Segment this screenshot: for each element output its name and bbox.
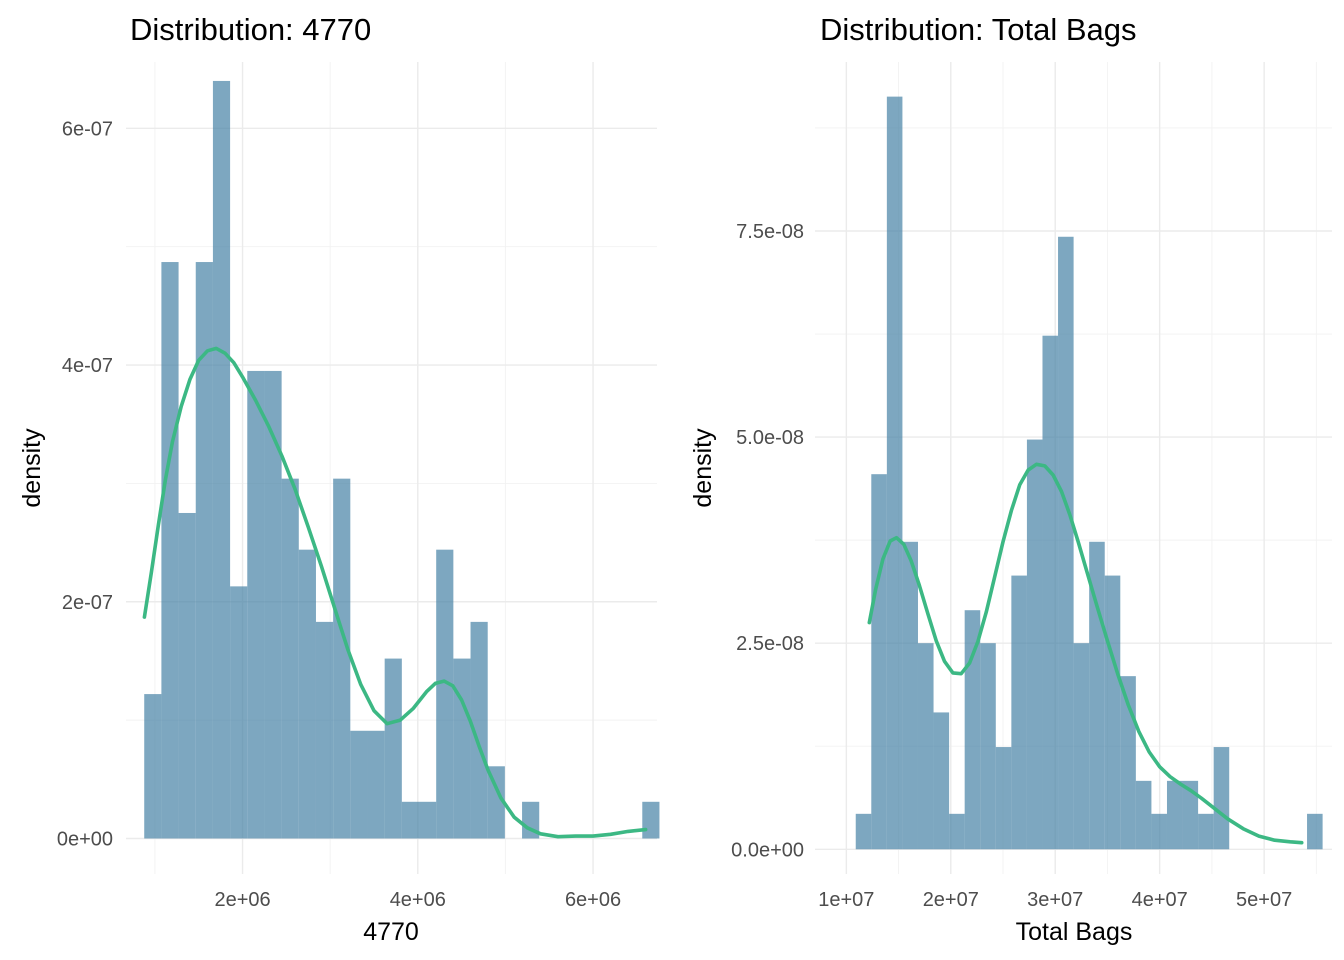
- right-chart-title: Distribution: Total Bags: [820, 12, 1136, 47]
- histogram-bar: [902, 541, 918, 850]
- right-panel: Distribution: Total Bags 1e+07 2e+07 3e+07…: [689, 12, 1332, 946]
- histogram-bar: [333, 478, 351, 839]
- x-tick-label: 2e+06: [214, 889, 270, 911]
- right-y-tick-labels: 0.0e+00 2.5e-08 5.0e-08 7.5e-08: [731, 221, 804, 861]
- right-histogram-bars: [855, 96, 1323, 850]
- histogram-bar: [995, 747, 1012, 850]
- histogram-bar: [401, 801, 420, 839]
- histogram-bar: [980, 643, 996, 850]
- histogram-bar: [1182, 780, 1199, 850]
- histogram-bar: [453, 658, 471, 839]
- right-density-curve: [867, 462, 1304, 845]
- histogram-bar: [949, 813, 965, 850]
- left-density-curve: [142, 346, 648, 839]
- left-chart-title: Distribution: 4770: [130, 12, 371, 47]
- histogram-bar: [1120, 676, 1136, 850]
- histogram-bar: [212, 80, 231, 839]
- right-x-axis-title: Total Bags: [1016, 918, 1133, 946]
- y-tick-label: 7.5e-08: [736, 221, 804, 243]
- histogram-bar: [487, 766, 505, 839]
- right-x-tick-labels: 1e+07 2e+07 3e+07 4e+07 5e+07: [818, 889, 1292, 911]
- histogram-bar: [470, 621, 488, 839]
- y-tick-label: 6e-07: [62, 118, 113, 140]
- x-tick-label: 4e+07: [1132, 889, 1188, 911]
- histogram-bar: [1073, 643, 1090, 850]
- histogram-bar: [642, 801, 660, 839]
- left-x-tick-labels: 2e+06 4e+06 6e+06: [214, 889, 621, 911]
- histogram-bar: [230, 586, 248, 839]
- histogram-bar: [1042, 335, 1059, 850]
- histogram-bar: [1058, 236, 1074, 850]
- histogram-bar: [1151, 813, 1167, 850]
- histogram-bar: [1011, 575, 1027, 850]
- right-y-axis-title: density: [689, 428, 717, 508]
- histogram-bar: [178, 512, 196, 839]
- y-tick-label: 5.0e-08: [736, 427, 804, 449]
- x-tick-label: 6e+06: [565, 889, 621, 911]
- left-y-axis-title: density: [18, 428, 46, 508]
- histogram-bar: [1135, 780, 1152, 850]
- histogram-bar: [281, 478, 299, 839]
- histogram-bar: [195, 262, 213, 839]
- histogram-bar: [144, 694, 162, 839]
- histogram-bar: [350, 730, 368, 839]
- left-histogram-bars: [144, 80, 660, 839]
- histogram-bar: [1104, 575, 1121, 850]
- histogram-bar: [855, 813, 872, 850]
- histogram-bar: [933, 712, 950, 850]
- histogram-bar: [964, 610, 981, 850]
- histogram-bar: [917, 643, 934, 850]
- histogram-bar: [1307, 813, 1323, 850]
- y-tick-label: 0e+00: [57, 828, 113, 850]
- left-x-axis-title: 4770: [363, 918, 419, 946]
- histogram-bar: [1213, 747, 1230, 850]
- histogram-bar: [367, 730, 385, 839]
- y-tick-label: 0.0e+00: [731, 839, 804, 861]
- histogram-bar: [871, 474, 887, 850]
- histogram-bar: [1198, 813, 1214, 850]
- y-tick-label: 2.5e-08: [736, 633, 804, 655]
- histogram-bar: [264, 370, 282, 839]
- x-tick-label: 2e+07: [923, 889, 979, 911]
- left-y-tick-labels: 0e+00 2e-07 4e-07 6e-07: [57, 118, 113, 850]
- histogram-bar: [315, 621, 334, 839]
- x-tick-label: 4e+06: [390, 889, 446, 911]
- y-tick-label: 4e-07: [62, 355, 113, 377]
- x-tick-label: 1e+07: [818, 889, 874, 911]
- histogram-bar: [419, 801, 437, 839]
- histogram-bar: [384, 658, 402, 839]
- y-tick-label: 2e-07: [62, 592, 113, 614]
- x-tick-label: 3e+07: [1027, 889, 1083, 911]
- histogram-bar: [1166, 780, 1183, 850]
- histogram-bar: [1026, 439, 1043, 850]
- left-panel: Distribution: 4770 2e+06 4e+06 6e+06 0e+00…: [18, 12, 660, 946]
- histogram-bar: [886, 96, 903, 850]
- histogram-bar: [436, 549, 454, 839]
- histogram-bar: [161, 262, 179, 839]
- histogram-bar: [247, 370, 265, 839]
- x-tick-label: 5e+07: [1236, 889, 1292, 911]
- histogram-bar: [298, 549, 316, 839]
